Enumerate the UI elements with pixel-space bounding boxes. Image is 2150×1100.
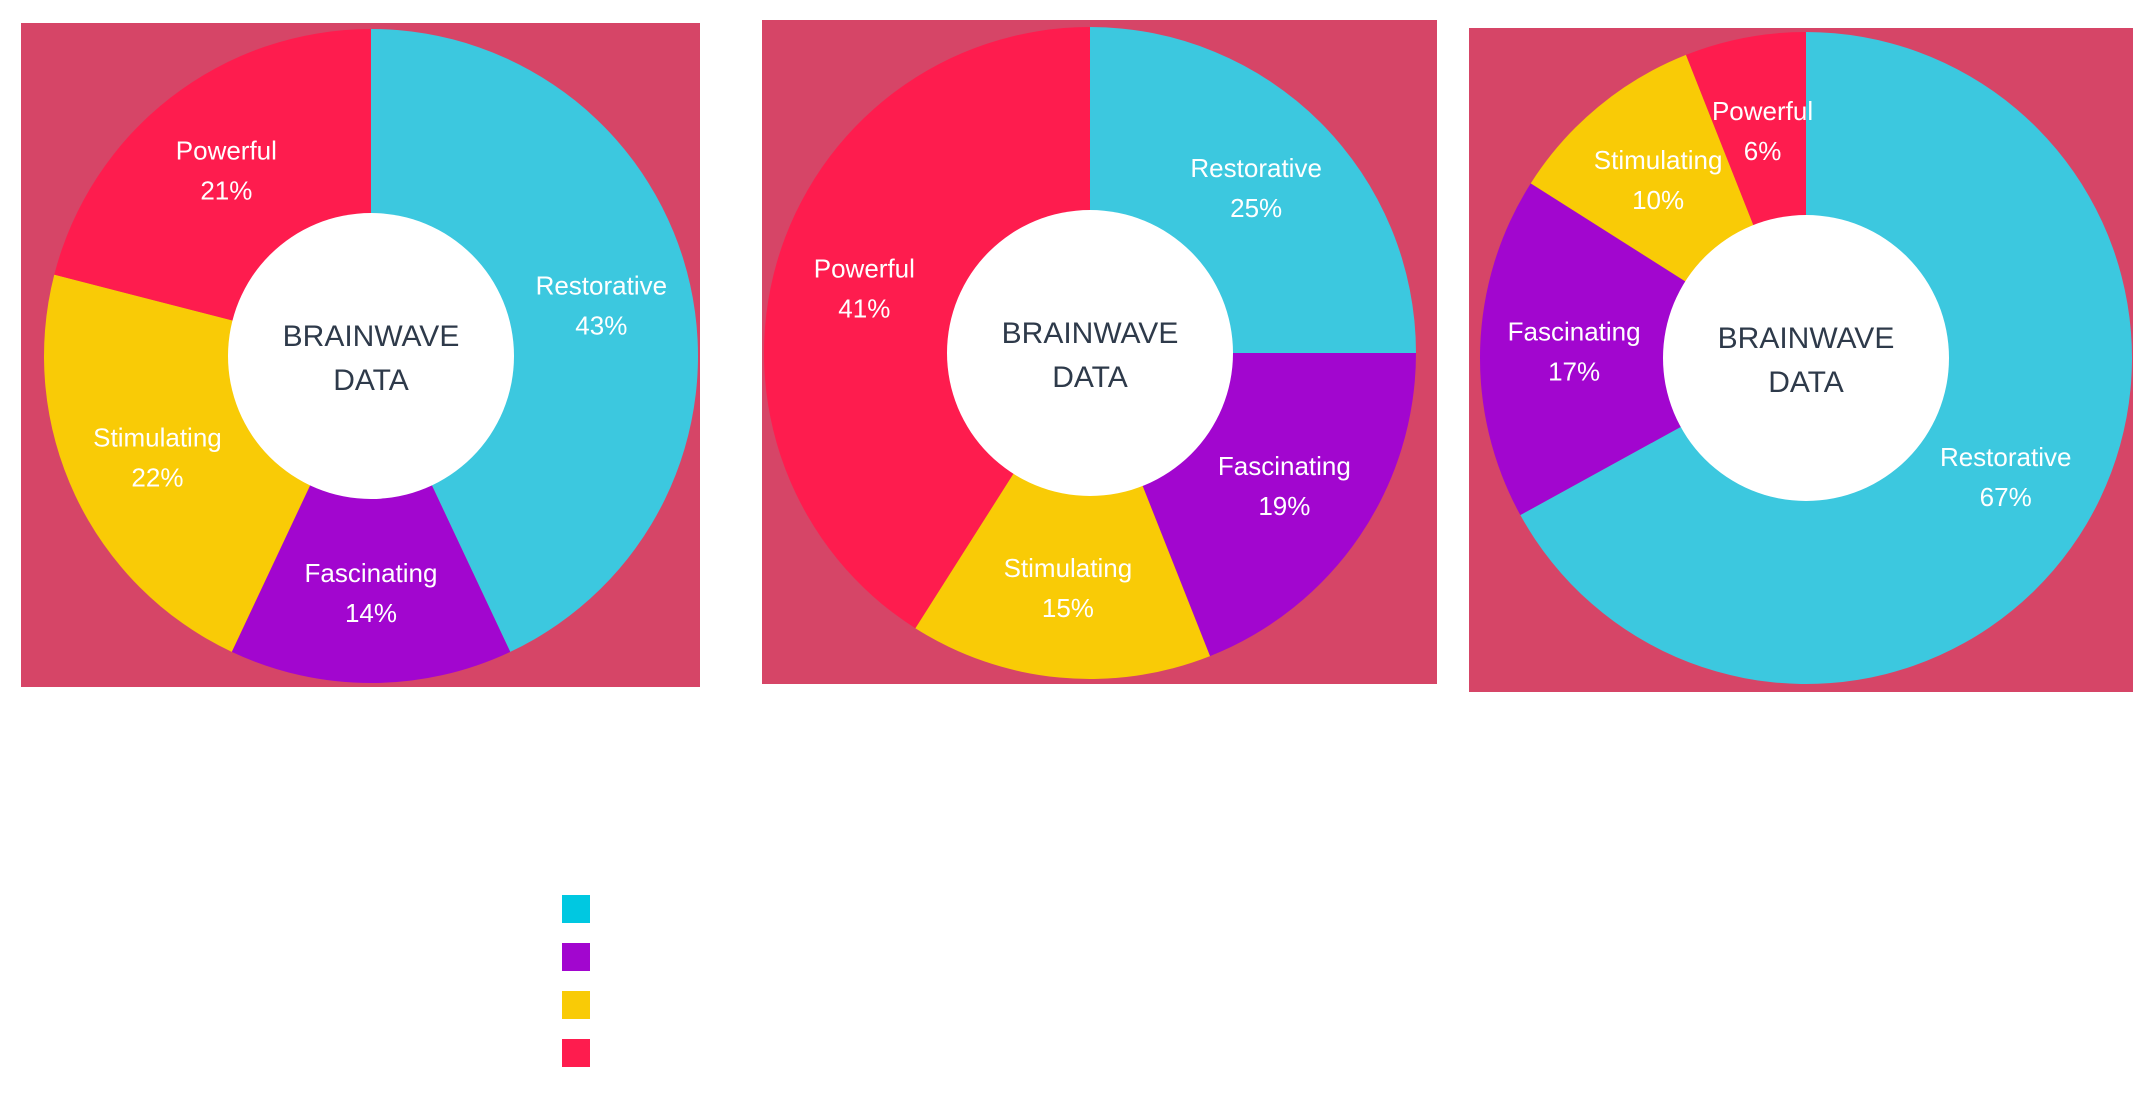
donut-svg: Restorative 43% Fascinating 14% Stimulating 2… <box>43 29 698 683</box>
slice-category-label: Stimulating <box>1004 553 1133 583</box>
legend-swatch-4 <box>562 1039 590 1067</box>
legend-swatch-1 <box>562 895 590 923</box>
center-label-line: DATA <box>1768 366 1844 399</box>
slice-value-label: 10% <box>1632 185 1684 215</box>
donut-slice-stimulating[interactable] <box>915 353 1211 679</box>
slice-category-label: Fascinating <box>1218 451 1351 481</box>
center-label-line: DATA <box>333 364 409 397</box>
donut-center-hole <box>1663 215 1949 501</box>
donut-slice-fascinating[interactable] <box>1480 183 1806 516</box>
slice-category-label: Fascinating <box>1508 317 1641 347</box>
slice-category-label: Stimulating <box>93 422 222 452</box>
slice-value-label: 17% <box>1548 357 1600 387</box>
donut-center-hole <box>228 213 514 499</box>
slice-category-label: Restorative <box>536 271 668 301</box>
slice-value-label: 67% <box>1980 482 2032 512</box>
slice-value-label: 15% <box>1042 593 1094 623</box>
legend-swatch-2 <box>562 943 590 971</box>
donut-chart-2: Restorative 25% Fascinating 19% Stimulating 1… <box>762 20 1437 684</box>
donut-svg: Restorative 25% Fascinating 19% Stimulating 1… <box>764 27 1416 679</box>
slice-value-label: 14% <box>345 598 397 628</box>
slice-category-label: Powerful <box>814 253 915 283</box>
donut-slice-restorative[interactable] <box>371 29 698 652</box>
slice-category-label: Powerful <box>1712 96 1813 126</box>
donut-svg: Restorative 67% Fascinating 17% Stimulating 1… <box>1480 31 2132 685</box>
slice-value-label: 41% <box>838 293 890 323</box>
slice-category-label: Fascinating <box>305 558 438 588</box>
donut-chart-3: Restorative 67% Fascinating 17% Stimulating 1… <box>1469 28 2133 692</box>
donut-slice-powerful[interactable] <box>764 27 1090 629</box>
slice-value-label: 21% <box>200 176 252 206</box>
center-label-line: BRAINWAVE <box>1718 322 1895 355</box>
legend-swatch-3 <box>562 991 590 1019</box>
slice-value-label: 25% <box>1230 193 1282 223</box>
center-label-line: DATA <box>1052 361 1128 394</box>
slice-category-label: Restorative <box>1940 442 2072 472</box>
slice-category-label: Powerful <box>176 136 277 166</box>
donut-chart-1: Restorative 43% Fascinating 14% Stimulating 2… <box>21 23 700 687</box>
slice-value-label: 43% <box>575 311 627 341</box>
legend <box>562 895 602 1087</box>
slice-category-label: Stimulating <box>1594 145 1723 175</box>
slice-value-label: 19% <box>1258 491 1310 521</box>
donut-slice-fascinating[interactable] <box>231 356 511 683</box>
center-label-line: BRAINWAVE <box>1002 317 1179 350</box>
slice-value-label: 22% <box>131 462 183 492</box>
slice-category-label: Restorative <box>1190 153 1322 183</box>
slice-value-label: 6% <box>1744 136 1782 166</box>
donut-center-hole <box>947 210 1233 496</box>
center-label-line: BRAINWAVE <box>283 320 460 353</box>
